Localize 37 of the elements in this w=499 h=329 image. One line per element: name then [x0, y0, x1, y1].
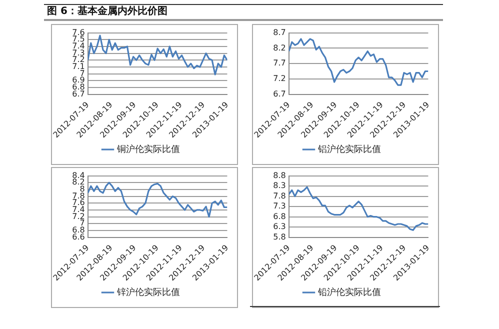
y-tick-label: 7.6: [72, 28, 85, 37]
y-tick-label: 8: [80, 184, 85, 194]
chart-title: 图 6：基本金属内外比价图: [44, 4, 443, 21]
legend-label: 锌沪伦实际比值: [116, 286, 180, 298]
y-tick-label: 7: [80, 218, 85, 228]
y-tick-label: 8.4: [72, 170, 85, 180]
y-tick-label: 7.5: [72, 34, 85, 44]
y-tick-label: 7.8: [72, 191, 85, 200]
y-tick-label: 7.8: [273, 191, 286, 200]
y-tick-label: 6.6: [72, 232, 85, 242]
y-tick-label: 6.9: [72, 76, 85, 85]
y-tick-label: 6.3: [273, 222, 286, 232]
y-tick-label: 5.8: [273, 232, 286, 242]
legend-label: 铝沪伦实际比值: [316, 144, 381, 155]
y-tick-label: 8.7: [273, 28, 286, 37]
y-tick-label: 6.8: [273, 212, 286, 221]
legend-label: 铅沪伦实际比值: [316, 286, 381, 298]
legend-label: 铜沪伦实际比值: [116, 144, 180, 155]
y-tick-label: 6.7: [72, 89, 85, 98]
y-tick-label: 7.2: [72, 55, 85, 64]
y-tick-label: 7.2: [72, 212, 85, 221]
y-tick-label: 6.8: [72, 226, 85, 235]
y-tick-label: 6.8: [72, 82, 85, 92]
y-tick-label: 7.3: [72, 48, 85, 58]
y-tick-label: 6.7: [273, 89, 286, 98]
y-tick-label: 7.1: [72, 62, 85, 72]
y-tick-label: 7.4: [72, 42, 85, 51]
y-tick-label: 7.7: [273, 58, 286, 68]
y-tick-label: 8.3: [273, 181, 286, 190]
y-tick-label: 7: [80, 68, 85, 78]
y-tick-label: 7.2: [273, 74, 286, 84]
y-tick-label: 7.4: [72, 205, 85, 214]
y-tick-label: 8.2: [72, 178, 85, 187]
y-tick-label: 7.6: [72, 198, 85, 208]
y-tick-label: 8.8: [273, 170, 286, 180]
y-tick-label: 7.3: [273, 202, 286, 211]
y-tick-label: 8.2: [273, 43, 286, 52]
